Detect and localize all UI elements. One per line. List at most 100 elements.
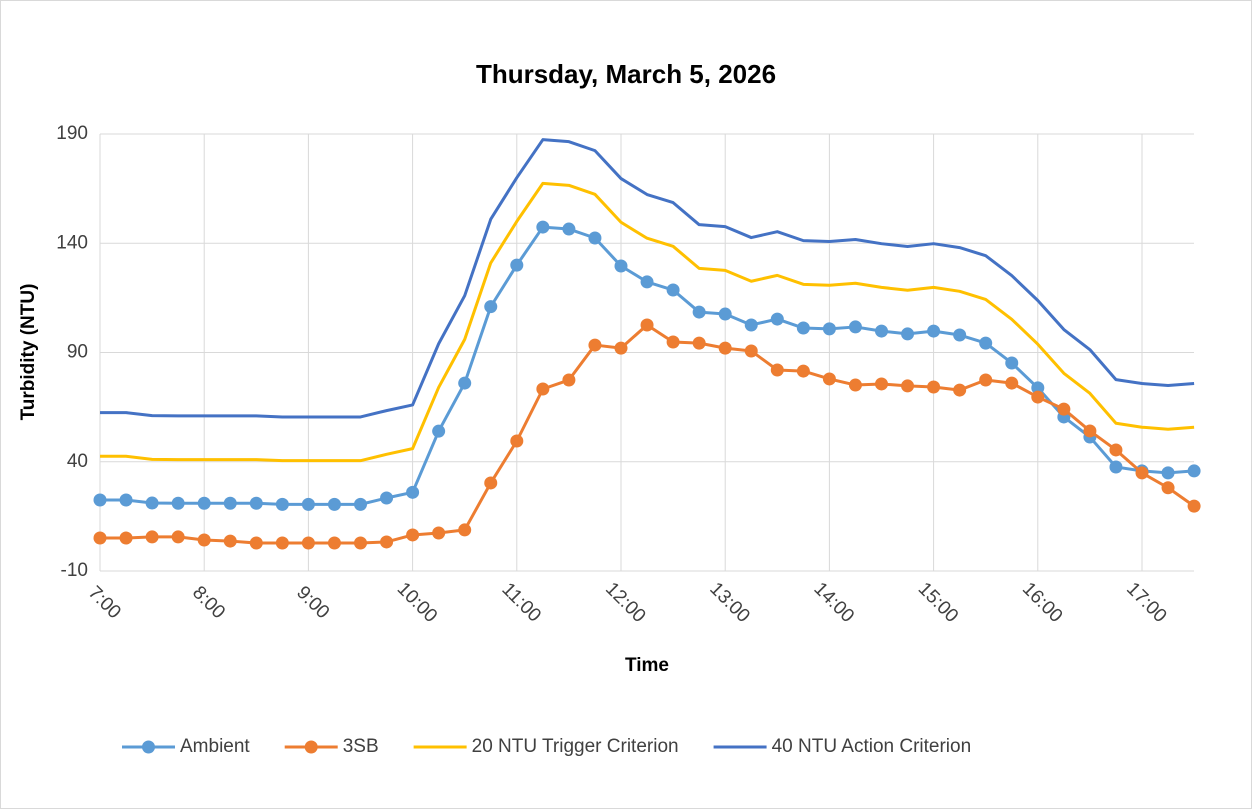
data-point bbox=[744, 344, 758, 358]
data-point bbox=[119, 493, 133, 507]
y-tick-label: 140 bbox=[56, 232, 88, 253]
data-point bbox=[848, 378, 862, 392]
data-point bbox=[406, 485, 420, 499]
data-point bbox=[901, 327, 915, 341]
legend-item: 3SB bbox=[284, 736, 379, 757]
data-point bbox=[301, 497, 315, 511]
legend-item: Ambient bbox=[122, 736, 250, 757]
data-point bbox=[484, 476, 498, 490]
series-line bbox=[100, 138, 1195, 419]
data-point bbox=[249, 536, 263, 550]
data-point bbox=[953, 383, 967, 397]
data-point bbox=[1031, 390, 1045, 404]
data-point bbox=[145, 530, 159, 544]
data-point bbox=[484, 300, 498, 314]
legend-label: 40 NTU Action Criterion bbox=[772, 736, 972, 757]
data-point bbox=[614, 341, 628, 355]
data-point bbox=[354, 536, 367, 550]
data-point bbox=[796, 321, 810, 335]
data-point bbox=[510, 258, 524, 272]
data-point bbox=[406, 528, 420, 542]
data-point bbox=[119, 531, 133, 545]
series-line bbox=[100, 181, 1195, 463]
data-point bbox=[666, 335, 680, 349]
data-point bbox=[223, 496, 237, 510]
data-point bbox=[1057, 402, 1071, 416]
data-point bbox=[692, 305, 706, 319]
data-point bbox=[458, 523, 472, 537]
data-point bbox=[718, 307, 732, 321]
data-point bbox=[979, 336, 993, 350]
data-point bbox=[901, 379, 915, 393]
data-point bbox=[1005, 376, 1019, 390]
data-point bbox=[458, 376, 472, 390]
data-point bbox=[718, 341, 732, 355]
data-point bbox=[1161, 466, 1175, 480]
data-point bbox=[380, 491, 394, 505]
data-point bbox=[275, 536, 289, 550]
y-tick-label: 40 bbox=[67, 451, 88, 472]
data-point bbox=[562, 373, 576, 387]
data-point bbox=[822, 322, 836, 336]
data-point bbox=[432, 424, 446, 438]
data-point bbox=[796, 364, 810, 378]
data-point bbox=[875, 377, 888, 391]
data-point bbox=[275, 497, 289, 511]
x-axis-title: Time bbox=[625, 655, 669, 676]
y-axis-title: Turbidity (NTU) bbox=[18, 284, 39, 421]
data-point bbox=[510, 434, 524, 448]
data-point bbox=[1005, 356, 1019, 370]
data-point bbox=[1187, 499, 1201, 513]
data-point bbox=[562, 222, 576, 236]
legend-label: 3SB bbox=[343, 736, 379, 757]
y-tick-label: 190 bbox=[56, 123, 88, 144]
data-point bbox=[354, 497, 367, 511]
legend-item: 20 NTU Trigger Criterion bbox=[413, 736, 679, 757]
data-point bbox=[1109, 443, 1123, 457]
data-point bbox=[1187, 464, 1201, 478]
data-point bbox=[93, 531, 107, 545]
data-point bbox=[927, 380, 941, 394]
data-point bbox=[588, 338, 602, 352]
data-point bbox=[380, 535, 394, 549]
data-point bbox=[1109, 460, 1123, 474]
data-point bbox=[614, 259, 628, 273]
data-point bbox=[640, 275, 654, 289]
data-point bbox=[301, 536, 315, 550]
y-tick-label: -10 bbox=[61, 560, 88, 581]
data-point bbox=[692, 336, 706, 350]
legend-item: 40 NTU Action Criterion bbox=[713, 736, 972, 757]
data-point bbox=[145, 496, 159, 510]
data-point bbox=[536, 382, 550, 396]
data-point bbox=[770, 312, 784, 326]
data-point bbox=[822, 372, 836, 386]
data-point bbox=[640, 318, 654, 332]
data-point bbox=[249, 496, 263, 510]
data-point bbox=[171, 530, 185, 544]
data-point bbox=[432, 526, 446, 540]
data-point bbox=[1161, 481, 1175, 495]
data-point bbox=[979, 373, 993, 387]
data-point bbox=[770, 363, 784, 377]
data-point bbox=[1083, 424, 1097, 438]
data-point bbox=[327, 497, 341, 511]
legend-marker bbox=[304, 740, 318, 754]
data-point bbox=[223, 534, 237, 548]
data-point bbox=[171, 496, 185, 510]
legend-label: 20 NTU Trigger Criterion bbox=[472, 736, 679, 757]
legend-label: Ambient bbox=[180, 736, 250, 757]
legend-marker bbox=[142, 740, 155, 754]
data-point bbox=[927, 324, 941, 338]
data-point bbox=[744, 318, 758, 332]
data-point bbox=[327, 536, 341, 550]
data-point bbox=[536, 220, 550, 234]
data-point bbox=[197, 533, 211, 547]
chart-title: Thursday, March 5, 2026 bbox=[476, 59, 776, 89]
data-point bbox=[93, 493, 107, 507]
y-tick-label: 90 bbox=[67, 342, 88, 363]
data-point bbox=[1135, 466, 1149, 480]
data-point bbox=[953, 328, 967, 342]
data-point bbox=[1031, 381, 1045, 395]
data-point bbox=[875, 324, 888, 338]
